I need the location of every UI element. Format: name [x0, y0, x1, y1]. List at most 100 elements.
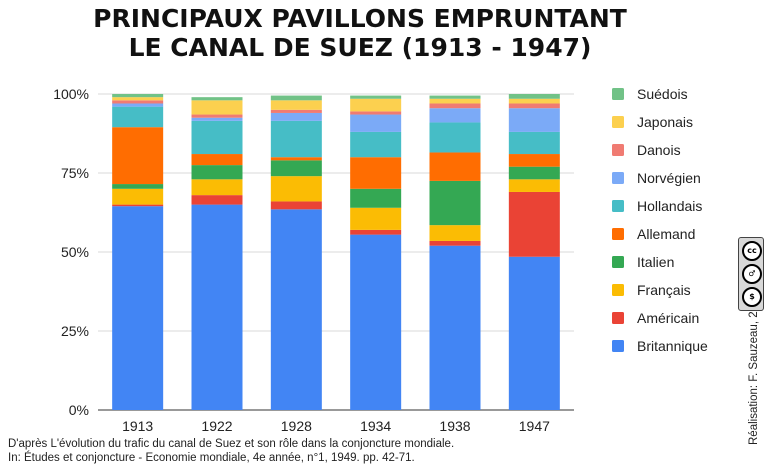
bar-segment — [112, 204, 164, 207]
chart-title: PRINCIPAUX PAVILLONS EMPRUNTANT LE CANAL… — [0, 4, 720, 62]
bar-segment — [270, 112, 322, 121]
bar-segment — [112, 206, 164, 410]
bar-segment — [350, 114, 402, 132]
source-line-2: In: Études et conjoncture - Economie mon… — [8, 452, 415, 464]
chart-legend: Suédois Japonais Danois Norvégien Hollandais… — [612, 86, 708, 354]
x-tick-label: 1928 — [281, 418, 312, 434]
bar-segment — [350, 188, 402, 208]
bar-segment — [112, 127, 164, 185]
legend-label: Américain — [637, 310, 699, 326]
bar-segment — [191, 154, 243, 166]
bar-segment — [270, 157, 322, 161]
bar-segment — [191, 97, 243, 101]
legend-swatch — [612, 144, 624, 156]
bar-segment — [350, 111, 402, 115]
bar-segment — [270, 109, 322, 113]
bar-segment — [350, 207, 402, 230]
legend-label: Danois — [637, 142, 681, 158]
legend-swatch — [612, 200, 624, 212]
x-tick-label: 1922 — [201, 418, 232, 434]
bar-segment — [112, 94, 164, 98]
bar-segment — [429, 152, 481, 181]
legend-swatch — [612, 340, 624, 352]
bar-segment — [270, 176, 322, 202]
bar-segment — [508, 179, 560, 192]
bar-segment — [270, 160, 322, 177]
bar-segment — [191, 204, 243, 410]
legend-label: Hollandais — [637, 198, 702, 214]
legend-label: Britannique — [637, 338, 708, 354]
legend-swatch — [612, 228, 624, 240]
bar-segment — [429, 98, 481, 104]
bar-segment — [191, 117, 243, 121]
bar-segment — [429, 225, 481, 241]
legend-swatch — [612, 312, 624, 324]
legend-swatch — [612, 116, 624, 128]
nc-sa-icon: $ — [742, 287, 762, 307]
bar-segment — [429, 122, 481, 153]
bar-segment — [112, 106, 164, 128]
bar-segment — [508, 98, 560, 104]
bar-segment — [270, 209, 322, 410]
chart-grid — [98, 93, 574, 411]
bar-segment — [429, 108, 481, 123]
bar-segment — [112, 188, 164, 205]
bar-segment — [270, 100, 322, 110]
y-tick-label: 0% — [69, 402, 89, 418]
cc-by-nc-sa-icon: cc ♂ $ — [738, 237, 764, 311]
author-credit: Réalisation: F. Sauzeau, 2022 — [748, 292, 760, 445]
legend-swatch — [612, 88, 624, 100]
x-axis-ticks: 1913 1922 1928 1934 1938 1947 — [122, 418, 550, 434]
source-line-1: D'après L'évolution du trafic du canal d… — [8, 438, 455, 450]
bar-segment — [429, 180, 481, 226]
bar-segment — [508, 256, 560, 410]
legend-label: Japonais — [637, 114, 693, 130]
bar-segment — [508, 154, 560, 167]
bar-segment — [508, 166, 560, 180]
bar-segment — [270, 95, 322, 101]
chart-title-line-1: PRINCIPAUX PAVILLONS EMPRUNTANT — [93, 4, 627, 33]
chart-title-line-2: LE CANAL DE SUEZ (1913 - 1947) — [128, 33, 592, 62]
legend-label: Norvégien — [637, 170, 701, 186]
x-tick-label: 1934 — [360, 418, 391, 434]
y-axis-ticks: 0% 25% 50% 75% 100% — [53, 86, 89, 418]
bar-segment — [508, 94, 560, 99]
bar-segment — [350, 95, 402, 99]
legend-swatch — [612, 284, 624, 296]
bar-segment — [191, 120, 243, 155]
bar-segment — [350, 98, 402, 112]
x-tick-label: 1938 — [439, 418, 470, 434]
y-tick-label: 25% — [61, 323, 89, 339]
bar-segment — [350, 157, 402, 189]
source-note: D'après L'évolution du trafic du canal d… — [8, 437, 454, 465]
bar-segment — [270, 201, 322, 210]
cc-icon: cc — [742, 241, 762, 261]
bar-segment — [270, 120, 322, 158]
bar-segment — [508, 191, 560, 257]
bar-segment — [112, 103, 164, 107]
bar-segment — [429, 240, 481, 246]
bar-segment — [350, 229, 402, 235]
legend-label: Allemand — [637, 226, 695, 242]
bar-segment — [191, 179, 243, 196]
bar-segment — [112, 100, 164, 104]
bar-segment — [191, 165, 243, 180]
bar-segment — [508, 108, 560, 132]
legend-swatch — [612, 172, 624, 184]
y-tick-label: 100% — [53, 86, 89, 102]
legend-label: Italien — [637, 254, 674, 270]
bar-segment — [350, 234, 402, 410]
bar-segment — [191, 114, 243, 118]
chart-bars — [112, 94, 560, 410]
by-icon: ♂ — [742, 264, 762, 284]
bar-segment — [191, 100, 243, 115]
bar-segment — [112, 97, 164, 101]
y-tick-label: 75% — [61, 165, 89, 181]
bar-segment — [429, 245, 481, 410]
bar-segment — [429, 95, 481, 99]
bar-segment — [112, 184, 164, 189]
bar-segment — [429, 103, 481, 109]
bar-segment — [508, 131, 560, 155]
legend-swatch — [612, 256, 624, 268]
